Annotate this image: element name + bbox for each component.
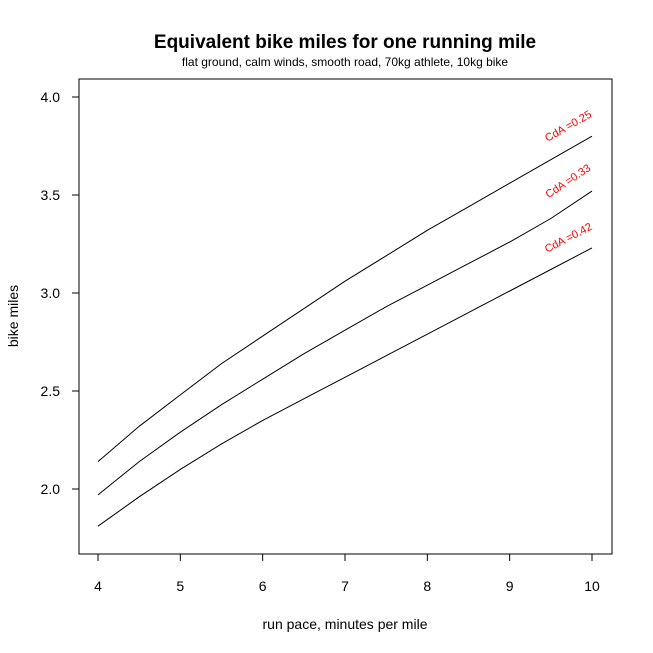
x-tick-label: 10 <box>584 578 600 594</box>
x-axis-label: run pace, minutes per mile <box>263 616 428 632</box>
series-line <box>97 247 593 527</box>
x-axis: 4 5 6 7 8 9 10 <box>94 554 600 594</box>
x-tick-label: 4 <box>94 578 102 594</box>
x-tick-label: 5 <box>176 578 184 594</box>
x-tick-label: 8 <box>423 578 431 594</box>
y-tick-label: 3.0 <box>41 285 61 301</box>
x-tick-label: 7 <box>341 578 349 594</box>
x-tick-label: 6 <box>259 578 267 594</box>
chart-title: Equivalent bike miles for one running mi… <box>154 32 536 53</box>
y-tick-label: 2.0 <box>41 481 61 497</box>
plot-frame <box>78 78 613 555</box>
y-tick-label: 4.0 <box>41 89 61 105</box>
y-axis-label: bike miles <box>5 285 21 347</box>
x-tick-label: 9 <box>506 578 514 594</box>
series-line <box>97 135 593 462</box>
y-tick-label: 3.5 <box>41 187 61 203</box>
y-axis: 2.0 2.5 3.0 3.5 4.0 <box>41 89 79 497</box>
chart-subtitle: flat ground, calm winds, smooth road, 70… <box>182 55 509 69</box>
series-line <box>97 190 593 496</box>
y-tick-label: 2.5 <box>41 383 61 399</box>
series-lines <box>97 135 593 527</box>
